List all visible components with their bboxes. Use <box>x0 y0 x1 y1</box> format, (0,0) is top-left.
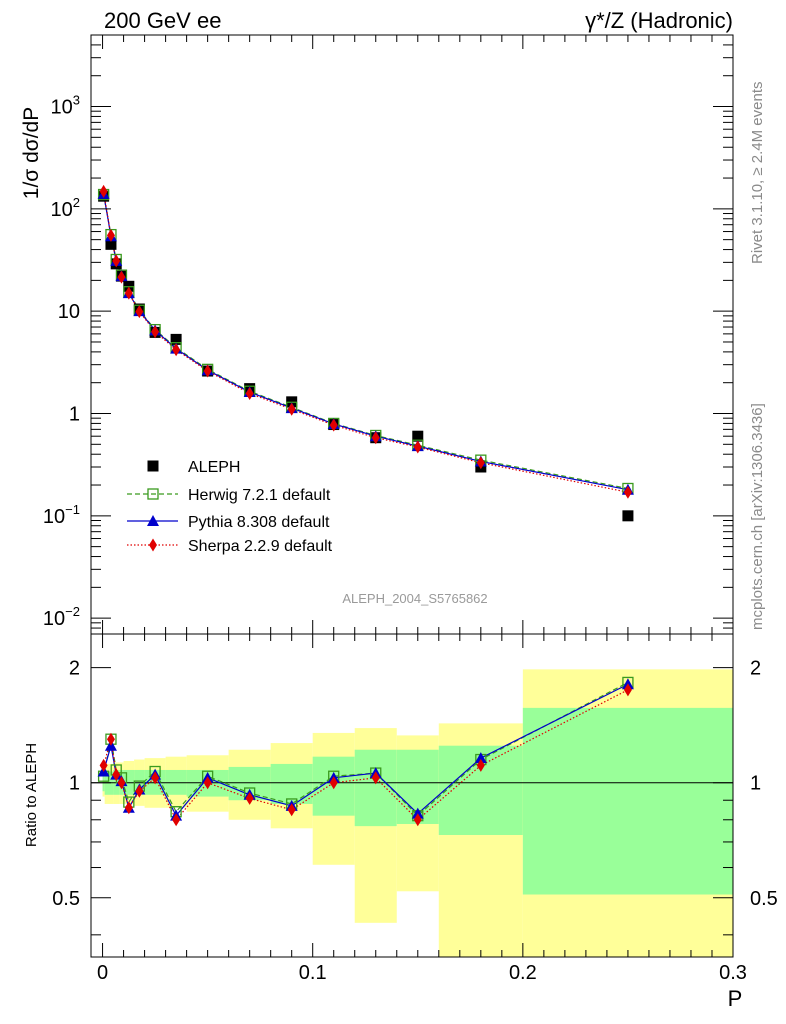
main-ytick-label-2: 1 <box>69 403 80 425</box>
main-point-sherpa-7 <box>172 343 181 357</box>
band-inner-15 <box>522 707 733 895</box>
legend-label-pythia: Pythia 8.308 default <box>188 514 330 531</box>
ratio-point-pythia-13 <box>411 807 424 819</box>
ratio-ytick-label-right-2: 2 <box>750 658 761 680</box>
main-ytick-base: 10 <box>43 506 65 528</box>
main-ytick-label-0: 10−2 <box>43 604 80 630</box>
ratio-point-pythia-14 <box>474 752 487 764</box>
main-line-herwig <box>103 194 629 490</box>
main-ytick-label-1: 10−1 <box>43 502 80 528</box>
ratio-point-sherpa-7 <box>172 813 181 827</box>
legend-label-data: ALEPH <box>188 459 240 476</box>
main-point-sherpa-2 <box>112 254 121 268</box>
main-point-sherpa-8 <box>203 364 212 378</box>
ratio-point-sherpa-15 <box>623 683 632 697</box>
main-point-sherpa-5 <box>135 305 144 319</box>
main-point-sherpa-10 <box>287 402 296 416</box>
main-line-pythia <box>103 193 629 491</box>
main-ytick-base: 1 <box>69 403 80 425</box>
xtick-label-2: 0.2 <box>509 962 537 984</box>
main-point-data-13 <box>412 430 424 442</box>
main-point-data-7 <box>170 333 182 345</box>
main-ylabel: 1/σ dσ/dP <box>20 107 43 199</box>
ratio-point-sherpa-0 <box>99 758 108 772</box>
ratio-point-sherpa-4 <box>124 801 133 815</box>
legend-marker-data <box>147 460 159 472</box>
ratio-point-sherpa-11 <box>329 776 338 790</box>
xtick-label-1: 0.1 <box>299 962 327 984</box>
main-ytick-sup: 2 <box>73 195 80 210</box>
ratio-ytick-label-right-0: 0.5 <box>750 888 778 910</box>
header-right: γ*/Z (Hadronic) <box>585 8 733 33</box>
main-ytick-label-5: 103 <box>51 93 80 119</box>
ratio-point-sherpa-14 <box>476 758 485 772</box>
ratio-ylabel: Ratio to ALEPH <box>23 743 40 847</box>
ratio-ytick-label-left-0: 0.5 <box>52 888 80 910</box>
ratio-point-sherpa-1 <box>106 732 115 746</box>
analysis-tag: ALEPH_2004_S5765862 <box>342 591 487 606</box>
band-inner-12 <box>354 749 397 827</box>
x-axis-title: P <box>728 986 743 1011</box>
main-ytick-base: 10 <box>51 199 73 221</box>
ratio-panel: 0.5 0.5 1 1 2 2 0 0.1 0.2 0.3 <box>52 633 778 984</box>
main-point-sherpa-15 <box>623 485 632 499</box>
ratio-point-sherpa-5 <box>135 784 144 798</box>
main-point-sherpa-13 <box>413 440 422 454</box>
main-ytick-base: 10 <box>58 301 80 323</box>
ratio-frame <box>90 633 734 958</box>
ratio-point-sherpa-13 <box>413 813 422 827</box>
ratio-point-sherpa-2 <box>112 768 121 782</box>
main-ytick-base: 10 <box>51 97 73 119</box>
main-point-sherpa-11 <box>329 418 338 432</box>
main-point-sherpa-12 <box>371 431 380 445</box>
ratio-ytick-label-left-1: 1 <box>69 773 80 795</box>
main-point-sherpa-3 <box>117 270 126 284</box>
legend-marker-pythia <box>147 515 159 526</box>
main-line-sherpa <box>103 191 629 493</box>
xtick-label-3: 0.3 <box>719 962 747 984</box>
legend-marker-herwig <box>147 488 159 500</box>
ratio-point-sherpa-12 <box>371 771 380 785</box>
legend-label-sherpa: Sherpa 2.2.9 default <box>188 538 333 555</box>
main-point-data-1 <box>105 238 117 250</box>
main-ytick-sup: −1 <box>65 502 80 517</box>
header-left: 200 GeV ee <box>104 8 221 33</box>
ratio-ytick-label-left-2: 2 <box>69 658 80 680</box>
main-point-sherpa-14 <box>476 456 485 470</box>
main-ytick-label-4: 102 <box>51 195 80 221</box>
xtick-label-0: 0 <box>97 962 108 984</box>
legend: ALEPH Herwig 7.2.1 default Pythia 8.308 de… <box>127 459 333 555</box>
ratio-point-sherpa-8 <box>203 776 212 790</box>
mcplots-credit: mcplots.cern.ch [arXiv:1306.3436] <box>749 403 766 630</box>
ratio-point-sherpa-10 <box>287 803 296 817</box>
main-point-data-15 <box>622 510 634 522</box>
main-ytick-base: 10 <box>43 608 65 630</box>
band-inner-10 <box>270 763 313 804</box>
legend-marker-sherpa <box>149 538 157 552</box>
main-ytick-label-3: 10 <box>58 301 80 323</box>
main-ytick-sup: −2 <box>65 604 80 619</box>
main-ytick-sup: 3 <box>73 93 80 108</box>
ratio-point-sherpa-9 <box>245 791 254 805</box>
main-point-sherpa-1 <box>106 228 115 242</box>
ratio-point-sherpa-6 <box>151 771 160 785</box>
rivet-credit: Rivet 3.1.10, ≥ 2.4M events <box>749 82 766 265</box>
main-point-sherpa-9 <box>245 386 254 400</box>
main-point-sherpa-0 <box>99 184 108 198</box>
ratio-point-sherpa-3 <box>117 776 126 790</box>
ratio-ytick-label-right-1: 1 <box>750 773 761 795</box>
main-point-sherpa-6 <box>151 325 160 339</box>
main-point-sherpa-4 <box>124 286 133 300</box>
legend-label-herwig: Herwig 7.2.1 default <box>188 487 331 504</box>
